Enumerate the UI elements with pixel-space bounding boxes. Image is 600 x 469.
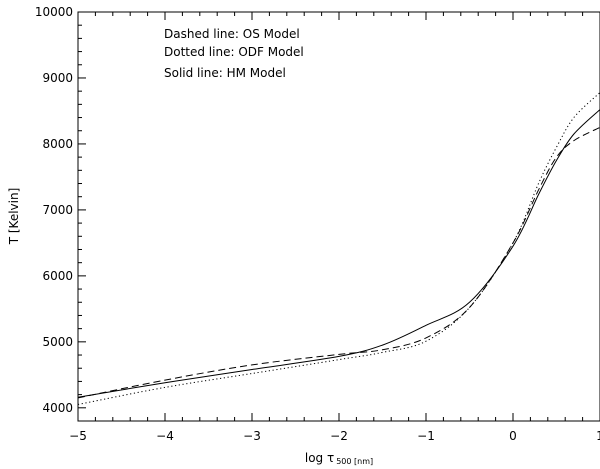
x-axis-label-sub: 500 [nm] bbox=[336, 457, 373, 466]
x-tick-label: −3 bbox=[243, 429, 261, 443]
series-layer bbox=[77, 92, 600, 405]
y-tick-label: 8000 bbox=[42, 137, 73, 151]
x-axis-label: log τ 500 [nm] bbox=[305, 451, 373, 466]
x-tick-label: 0 bbox=[509, 429, 517, 443]
x-tick-label: −5 bbox=[69, 429, 87, 443]
y-tick-label: 7000 bbox=[42, 203, 73, 217]
y-tick-label: 9000 bbox=[42, 71, 73, 85]
series-odf-model-line bbox=[77, 92, 600, 405]
y-tick-label: 10000 bbox=[35, 5, 73, 19]
annotation-dotted: Dotted line: ODF Model bbox=[164, 45, 304, 59]
annotation-solid: Solid line: HM Model bbox=[164, 66, 286, 80]
y-tick-label: 6000 bbox=[42, 269, 73, 283]
y-tick-label: 5000 bbox=[42, 335, 73, 349]
y-tick-label: 4000 bbox=[42, 401, 73, 415]
y-axis-label: T [Kelvin] bbox=[7, 188, 21, 246]
x-tick-label: −4 bbox=[156, 429, 174, 443]
y-axis: 4000 5000 6000 7000 8000 9000 10000 bbox=[35, 5, 86, 422]
series-hm-model-line bbox=[77, 109, 600, 398]
x-axis: −5 −4 −3 −2 −1 0 1 bbox=[69, 12, 600, 443]
plot-frame bbox=[77, 11, 600, 422]
x-tick-label: −1 bbox=[417, 429, 435, 443]
x-tick-label: 1 bbox=[596, 429, 600, 443]
series-os-model-line bbox=[77, 126, 600, 399]
annotation-dashed: Dashed line: OS Model bbox=[164, 27, 300, 41]
x-axis-label-main: log τ bbox=[305, 451, 334, 465]
x-tick-label: −2 bbox=[330, 429, 348, 443]
